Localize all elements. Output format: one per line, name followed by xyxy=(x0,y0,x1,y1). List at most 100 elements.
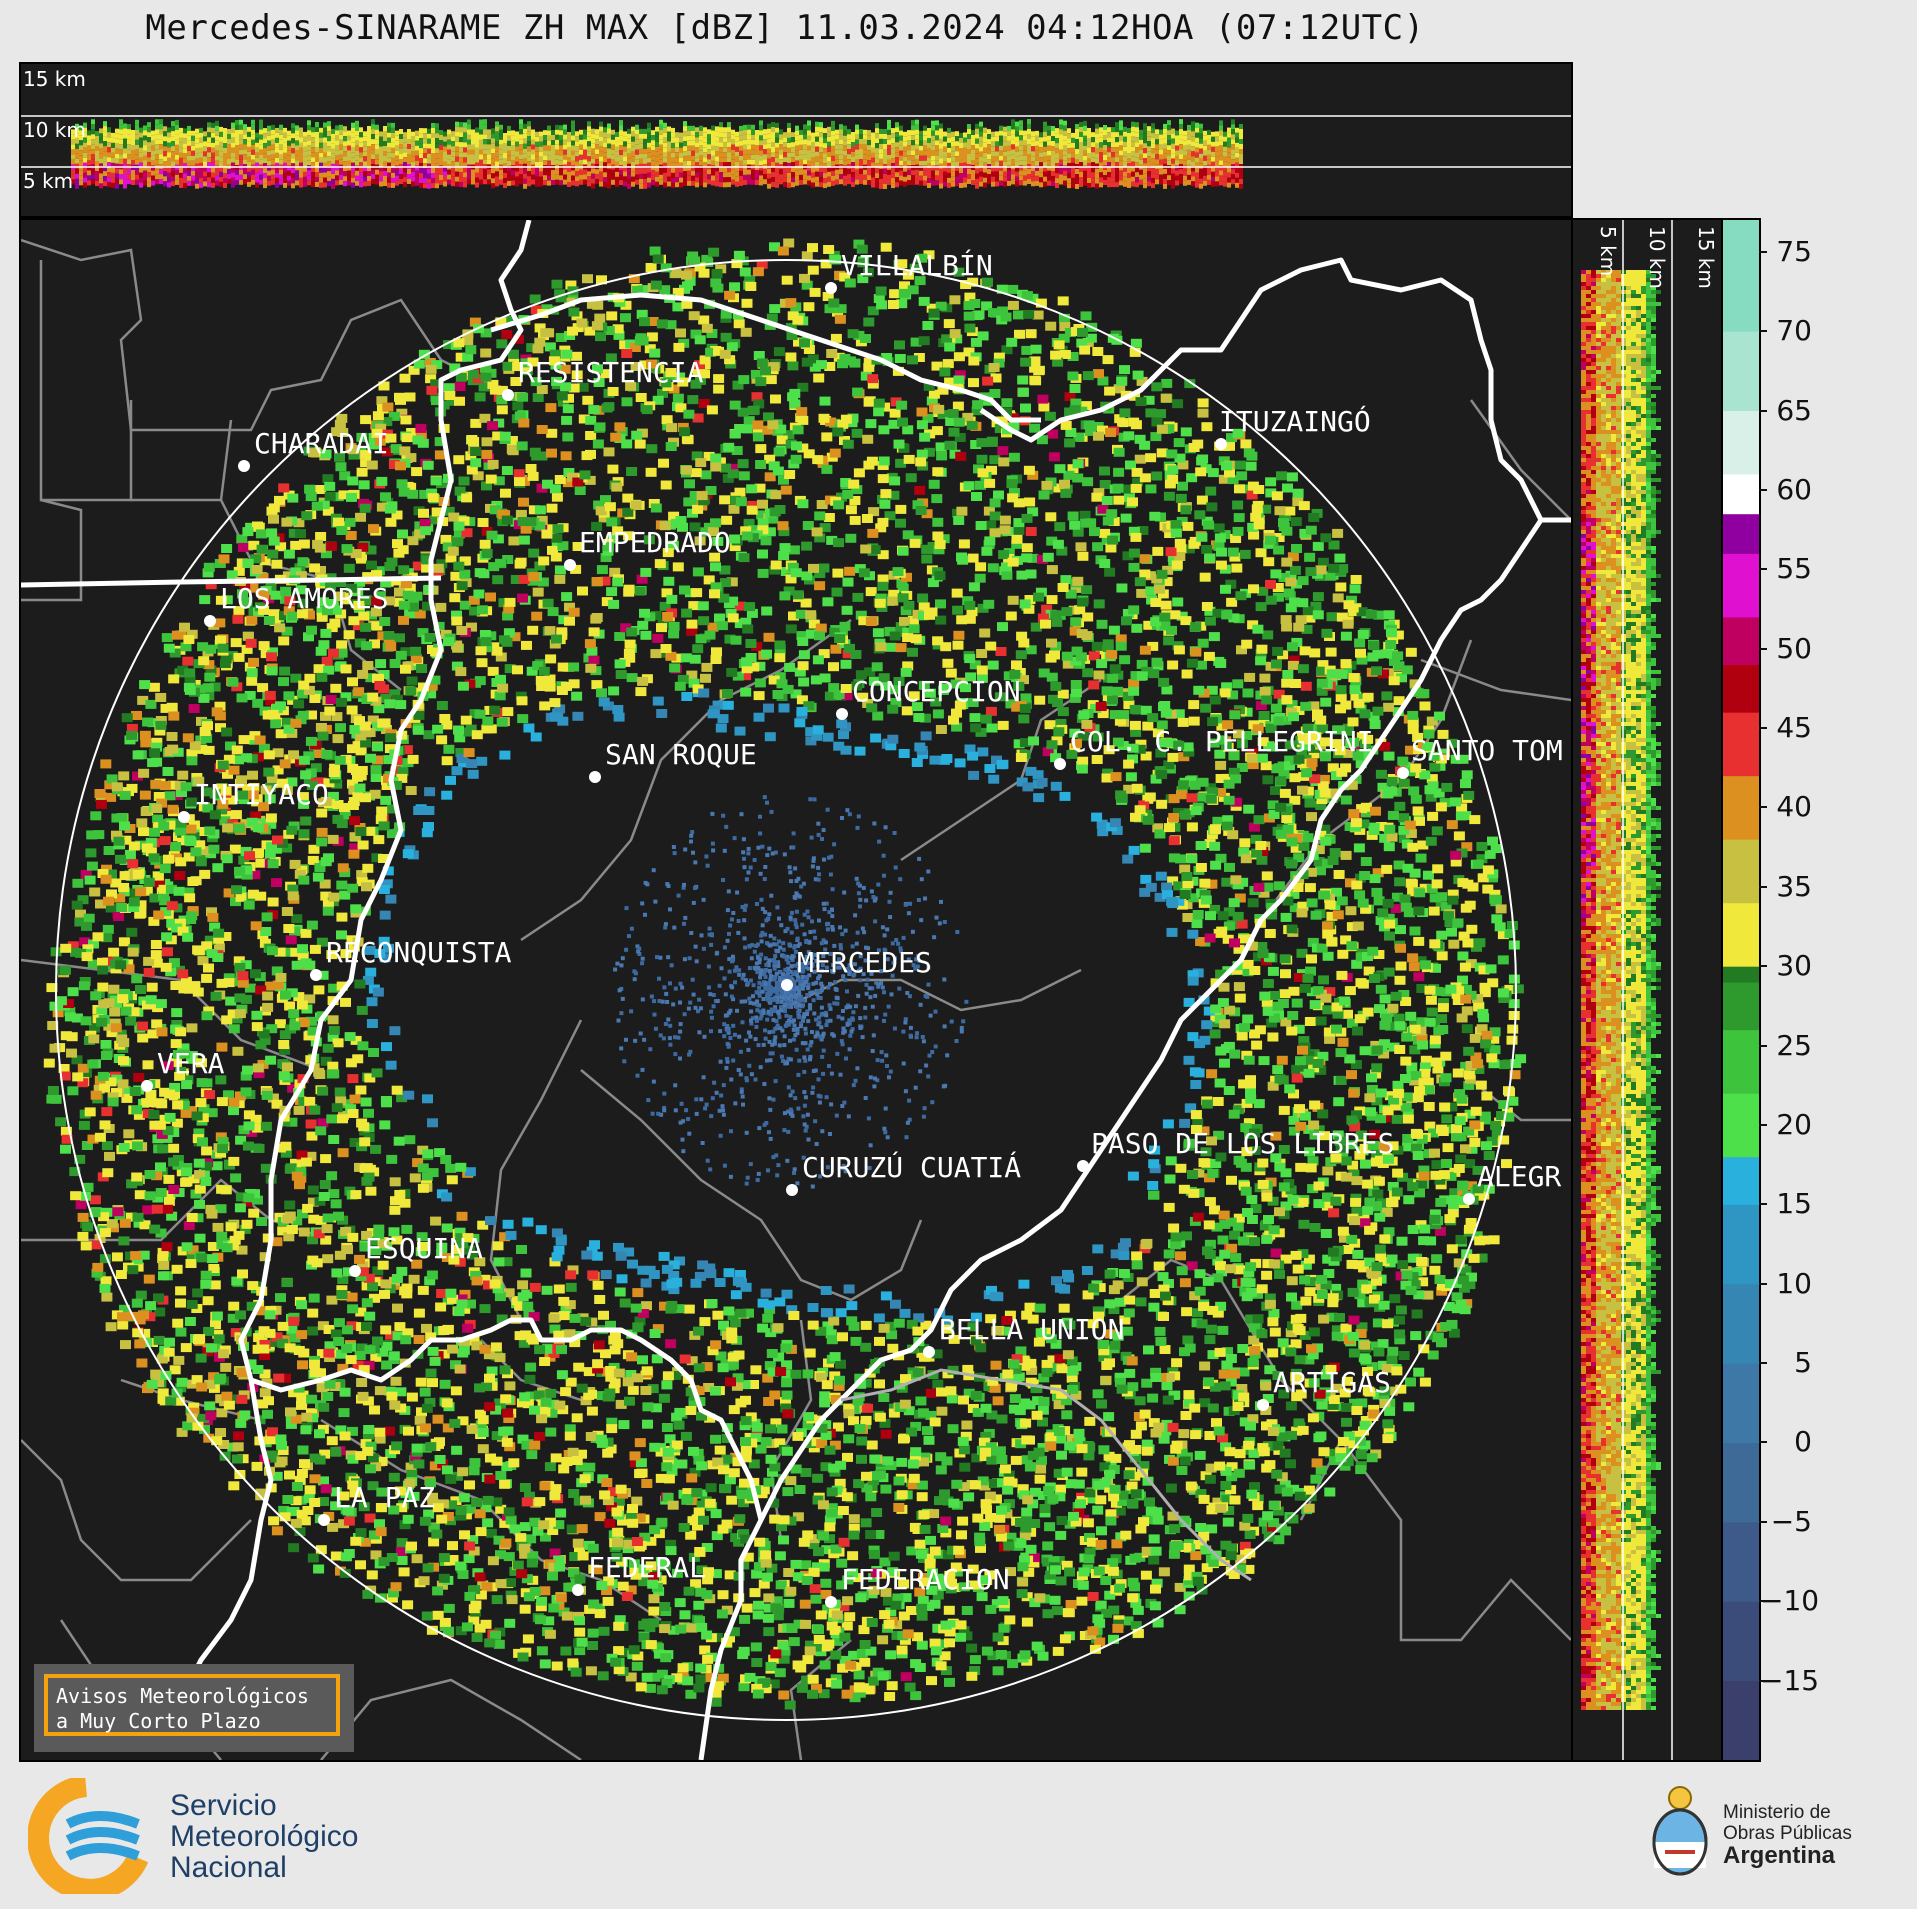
top-echo-pixel xyxy=(387,152,391,158)
top-echo-pixel xyxy=(715,126,719,132)
top-echo-pixel xyxy=(271,134,275,140)
clutter-pixel xyxy=(879,969,883,974)
top-echo-pixel xyxy=(915,129,919,135)
clutter-pixel xyxy=(784,957,789,962)
top-echo-pixel xyxy=(311,167,315,173)
top-echo-pixel xyxy=(1011,129,1015,135)
top-echo-pixel xyxy=(1135,142,1139,148)
top-echo-pixel xyxy=(787,157,791,163)
top-echo-pixel xyxy=(347,180,351,186)
top-echo-pixel xyxy=(1143,153,1147,159)
top-echo-pixel xyxy=(379,131,383,137)
top-echo-pixel xyxy=(955,176,959,182)
echo-pixel xyxy=(903,1406,915,1416)
clutter-pixel xyxy=(726,889,731,894)
top-echo-pixel xyxy=(723,137,727,143)
top-echo-pixel xyxy=(919,175,923,181)
top-echo-pixel xyxy=(667,141,671,147)
top-echo-pixel xyxy=(371,174,375,180)
top-echo-pixel xyxy=(723,127,727,133)
top-echo-pixel xyxy=(551,170,555,175)
top-echo-pixel xyxy=(399,159,403,164)
top-echo-pixel xyxy=(307,120,311,126)
clutter-pixel xyxy=(749,1072,754,1077)
top-echo-pixel xyxy=(359,132,363,138)
clutter-pixel xyxy=(796,1015,801,1020)
top-echo-pixel xyxy=(331,148,335,154)
top-echo-pixel xyxy=(783,177,787,183)
top-echo-pixel xyxy=(815,131,819,137)
top-echo-pixel xyxy=(519,149,523,155)
top-echo-pixel xyxy=(307,130,311,136)
clutter-pixel xyxy=(693,1005,698,1010)
top-echo-pixel xyxy=(123,148,127,154)
clutter-pixel xyxy=(632,977,637,982)
clutter-pixel xyxy=(945,1053,950,1058)
clutter-pixel xyxy=(795,936,800,941)
top-echo-pixel xyxy=(1103,125,1107,130)
top-echo-pixel xyxy=(867,175,871,181)
clutter-pixel xyxy=(651,1079,656,1084)
top-echo-pixel xyxy=(115,143,119,149)
top-echo-pixel xyxy=(235,170,239,175)
top-echo-pixel xyxy=(139,167,143,173)
clutter-pixel xyxy=(754,961,759,966)
clutter-pixel xyxy=(682,921,686,926)
top-echo-pixel xyxy=(1103,130,1107,135)
top-echo-pixel xyxy=(811,162,815,168)
top-echo-pixel xyxy=(539,146,543,152)
top-echo-pixel xyxy=(1103,175,1107,180)
top-echo-pixel xyxy=(395,170,399,176)
clutter-pixel xyxy=(801,968,806,973)
top-echo-pixel xyxy=(651,160,655,166)
top-echo-pixel xyxy=(651,180,655,186)
top-echo-pixel xyxy=(383,131,387,136)
top-echo-pixel xyxy=(703,157,707,163)
top-echo-pixel xyxy=(967,179,971,184)
clutter-pixel xyxy=(787,1018,791,1023)
top-echo-pixel xyxy=(99,133,103,139)
clutter-pixel xyxy=(841,1030,846,1035)
clutter-pixel xyxy=(765,853,770,858)
clutter-pixel xyxy=(816,865,821,870)
clutter-pixel xyxy=(693,860,698,865)
top-echo-pixel xyxy=(1047,130,1051,136)
clutter-pixel xyxy=(864,991,869,996)
top-echo-pixel xyxy=(563,129,567,135)
top-echo-pixel xyxy=(435,123,439,129)
top-echo-pixel xyxy=(231,152,235,158)
top-echo-pixel xyxy=(215,145,219,151)
top-echo-pixel xyxy=(1199,153,1203,159)
top-echo-pixel xyxy=(223,183,227,188)
top-echo-pixel xyxy=(267,165,271,171)
clutter-pixel xyxy=(766,1009,771,1014)
top-echo-pixel xyxy=(891,133,895,139)
clutter-pixel xyxy=(800,974,805,979)
top-echo-pixel xyxy=(319,157,323,163)
top-echo-pixel xyxy=(887,134,891,140)
top-echo-pixel xyxy=(355,155,359,161)
clutter-pixel xyxy=(735,1008,739,1013)
top-echo-pixel xyxy=(951,136,955,142)
clutter-pixel xyxy=(913,966,918,971)
echo-pixel xyxy=(865,1492,877,1502)
radar-map-panel[interactable]: VILLALBÍN RESISTENCIA CHARADAI ITUZAINGÓ… xyxy=(19,218,1573,1762)
clutter-pixel xyxy=(828,1006,833,1011)
clutter-pixel xyxy=(667,1036,672,1041)
top-echo-pixel xyxy=(1075,149,1079,154)
top-echo-pixel xyxy=(231,162,235,168)
top-echo-pixel xyxy=(859,134,863,139)
top-echo-pixel xyxy=(875,168,879,174)
top-echo-pixel xyxy=(1043,121,1047,127)
top-echo-pixel xyxy=(1147,146,1151,152)
top-echo-pixel xyxy=(367,171,371,176)
top-echo-pixel xyxy=(555,149,559,155)
top-echo-pixel xyxy=(1079,132,1083,137)
top-echo-pixel xyxy=(627,138,631,144)
top-echo-pixel xyxy=(479,149,483,155)
radar-map-svg[interactable]: VILLALBÍN RESISTENCIA CHARADAI ITUZAINGÓ… xyxy=(21,220,1571,1760)
top-echo-pixel xyxy=(539,176,543,182)
top-echo-pixel xyxy=(683,141,687,147)
top-echo-pixel xyxy=(1171,148,1175,154)
top-echo-pixel xyxy=(711,150,715,156)
